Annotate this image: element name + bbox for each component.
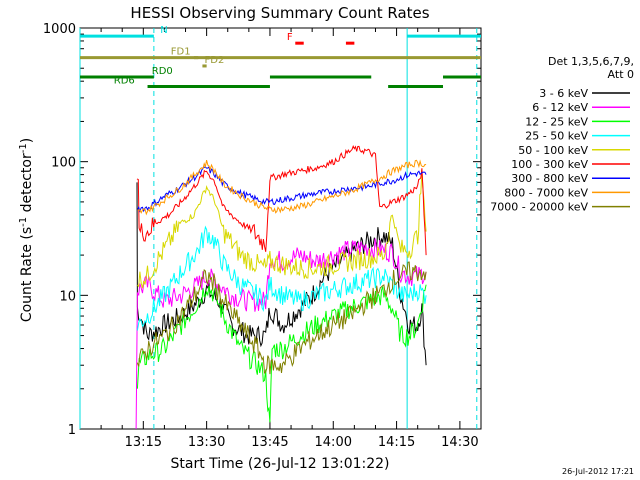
legend-entry-label: 7000 - 20000 keV	[490, 201, 588, 214]
series-line-3	[136, 225, 427, 331]
legend-entry-label: 6 - 12 keV	[532, 101, 588, 114]
series-line-4	[137, 171, 427, 289]
x-tick-label: 14:15	[378, 435, 415, 450]
x-tick-label: 14:00	[315, 435, 352, 450]
series-line-0	[136, 182, 427, 366]
legend-entry-label: 800 - 7000 keV	[504, 186, 588, 199]
legend-entry-label: 100 - 300 keV	[511, 158, 588, 171]
legend-entry-label: 50 - 100 keV	[518, 144, 588, 157]
footer-date: 26-Jul-2012 17:21	[562, 467, 634, 476]
x-tick-label: 14:30	[441, 435, 478, 450]
flag-label-n: N	[160, 25, 167, 36]
x-tick-label: 13:45	[251, 435, 288, 450]
legend-entry-label: 12 - 25 keV	[525, 115, 588, 128]
series-line-5	[136, 145, 427, 256]
flag-label-rd0: RD0	[152, 66, 173, 77]
y-tick-label: 1000	[43, 22, 76, 37]
x-axis-label: Start Time (26-Jul-12 13:01:22)	[170, 456, 389, 472]
series-line-2	[136, 284, 427, 423]
flag-label-f: F	[287, 32, 293, 43]
flag-label-fd2: FD2	[205, 55, 225, 66]
legend-header: Det 1,3,5,6,7,9,	[548, 55, 634, 68]
x-tick-label: 13:30	[188, 435, 225, 450]
plot-area: 1 10 100 1000 13:15 13:30 13:45 14:00 14:15 14:30…	[43, 22, 482, 450]
legend-header: Att 0	[608, 68, 634, 81]
y-axis-label: Count Rate (s-1 detector-1)	[18, 138, 35, 322]
legend-entry-label: 300 - 800 keV	[511, 172, 588, 185]
series-line-8	[136, 261, 427, 375]
legend-entry-label: 3 - 6 keV	[539, 87, 588, 100]
flag-label-fd1: FD1	[171, 47, 191, 58]
flag-label-rd6: RD6	[114, 76, 135, 87]
x-tick-label: 13:15	[125, 435, 162, 450]
y-tick-label: 100	[51, 156, 76, 171]
y-tick-label: 1	[68, 423, 76, 438]
chart-title: HESSI Observing Summary Count Rates	[130, 4, 429, 22]
y-tick-label: 10	[59, 289, 76, 304]
series-line-7	[137, 159, 427, 216]
legend-entry-label: 25 - 50 keV	[525, 130, 588, 143]
